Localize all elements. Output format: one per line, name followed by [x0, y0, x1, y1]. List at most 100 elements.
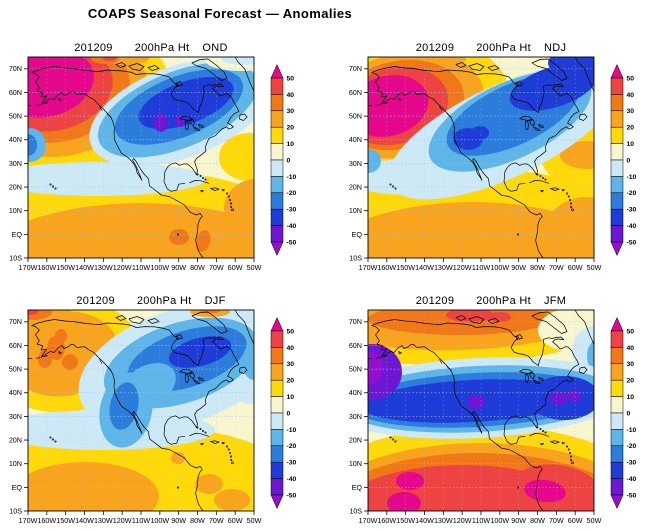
panel-jfm: 201209 200hPa Ht JFM 70N 60N 50N 40N 30N 20N 1…	[340, 291, 652, 527]
panel-init-date: 201209	[76, 295, 115, 307]
lon-tick-label: 140W	[415, 263, 434, 272]
lon-tick-label: 140W	[75, 516, 94, 525]
lon-tick-label: 90W	[171, 516, 186, 525]
lat-tick-label: 40N	[9, 135, 22, 144]
colorbar-label: 40	[627, 92, 635, 99]
lon-tick-label: 140W	[415, 516, 434, 525]
colorbar-label: 0	[287, 410, 291, 417]
lat-tick-label: 50N	[9, 365, 22, 374]
colorbar: 50 40 30 20 10 0 -10 -20 -30 -40 -50	[610, 63, 637, 257]
colorbar-label: -20	[287, 190, 297, 197]
lon-tick-label: 110W	[472, 263, 490, 272]
lon-tick-label: 80W	[190, 263, 205, 272]
panel-heading: 201209 200hPa Ht JFM	[378, 291, 604, 307]
lon-tick-label: 70W	[549, 516, 564, 525]
lon-tick-label: 120W	[453, 516, 472, 525]
lat-tick-label: 70N	[349, 64, 362, 73]
panel-heading: 201209 200hPa Ht OND	[38, 38, 264, 54]
colorbar-label: 40	[287, 345, 295, 352]
lon-tick-label: 60W	[228, 516, 243, 525]
lon-tick-label: 160W	[37, 516, 56, 525]
lon-tick-label: 160W	[37, 263, 56, 272]
lat-tick-label: 50N	[349, 112, 362, 121]
lat-tick-label: 70N	[349, 317, 362, 326]
lon-tick-label: 170W	[19, 516, 38, 525]
colorbar-label: -40	[287, 476, 297, 483]
lon-tick-label: 150W	[56, 516, 75, 525]
panel-field: 200hPa Ht	[134, 42, 190, 54]
lon-tick-label: 60W	[568, 263, 583, 272]
lat-tick-label: 10N	[9, 459, 22, 468]
map-field	[28, 57, 254, 258]
colorbar-label: 0	[627, 157, 631, 164]
colorbar-label: 30	[287, 361, 295, 368]
colorbar-label: 20	[627, 125, 635, 132]
lon-tick-label: 100W	[150, 516, 169, 525]
colorbar-label: 30	[627, 108, 635, 115]
lon-tick-label: 100W	[150, 263, 169, 272]
lat-tick-label: 40N	[9, 388, 22, 397]
lon-tick-label: 90W	[511, 263, 526, 272]
panel-init-date: 201209	[415, 42, 455, 54]
lon-tick-label: 80W	[190, 516, 205, 525]
lon-tick-label: 100W	[490, 516, 509, 525]
panel-djf: 201209 200hPa Ht DJF 70N 60N 50N 40N 30N 20N 1…	[0, 291, 312, 527]
colorbar-label: -20	[287, 443, 297, 450]
lat-tick-label: 20N	[9, 182, 22, 191]
panel-ond: 201209 200hPa Ht OND 70N 60N 50N 40N 30N 20N 1…	[0, 38, 312, 274]
lon-tick-label: 70W	[549, 263, 564, 272]
lon-tick-label: 140W	[75, 263, 94, 272]
colorbar: 50 40 30 20 10 0 -10 -20 -30 -40 -50	[270, 316, 297, 510]
lat-tick-label: 10N	[349, 459, 362, 468]
lon-tick-label: 90W	[171, 263, 186, 272]
colorbar-label: 20	[287, 378, 295, 385]
lat-tick-label: 10S	[9, 253, 22, 262]
lat-tick-label: EQ	[12, 230, 23, 239]
lon-tick-label: 60W	[568, 516, 583, 525]
lat-tick-label: 60N	[9, 341, 22, 350]
colorbar: 50 40 30 20 10 0 -10 -20 -30 -40 -50	[270, 63, 297, 257]
lon-tick-label: 100W	[490, 263, 509, 272]
colorbar-label: -50	[627, 239, 637, 246]
colorbar-label: -50	[627, 492, 637, 499]
colorbar-label: -20	[627, 443, 637, 450]
colorbar-label: 40	[627, 345, 635, 352]
lat-tick-label: 10N	[349, 206, 362, 215]
lon-tick-label: 160W	[377, 516, 396, 525]
lon-tick-label: 130W	[94, 263, 113, 272]
lon-tick-label: 150W	[396, 516, 415, 525]
colorbar-label: 10	[627, 394, 635, 401]
lon-tick-label: 80W	[530, 516, 545, 525]
lat-tick-label: 30N	[349, 159, 362, 168]
figure-title: COAPS Seasonal Forecast — Anomalies	[87, 6, 353, 21]
colorbar-label: 0	[287, 157, 291, 164]
lon-tick-label: 120W	[113, 263, 132, 272]
lon-tick-label: 50W	[587, 516, 602, 525]
colorbar-label: -50	[287, 492, 297, 499]
lat-tick-label: 10S	[349, 506, 362, 515]
lon-tick-label: 50W	[587, 263, 602, 272]
lon-tick-label: 110W	[132, 263, 150, 272]
lon-tick-label: 120W	[113, 516, 132, 525]
colorbar-label: -20	[627, 190, 637, 197]
lat-tick-label: 40N	[349, 388, 362, 397]
lat-tick-label: 30N	[349, 412, 362, 421]
lat-tick-label: 40N	[349, 135, 362, 144]
colorbar-label: 10	[627, 141, 635, 148]
colorbar-label: -10	[627, 174, 637, 181]
colorbar-label: -10	[287, 427, 297, 434]
panel-field: 200hPa Ht	[476, 295, 531, 307]
lon-tick-label: 50W	[247, 516, 262, 525]
lat-tick-label: 30N	[9, 412, 22, 421]
lat-tick-label: 20N	[9, 435, 22, 444]
panel-season: NDJ	[543, 42, 567, 54]
lon-tick-label: 70W	[209, 263, 224, 272]
lon-tick-label: 150W	[396, 263, 415, 272]
lon-tick-label: 160W	[377, 263, 396, 272]
lat-tick-label: EQ	[352, 483, 363, 492]
